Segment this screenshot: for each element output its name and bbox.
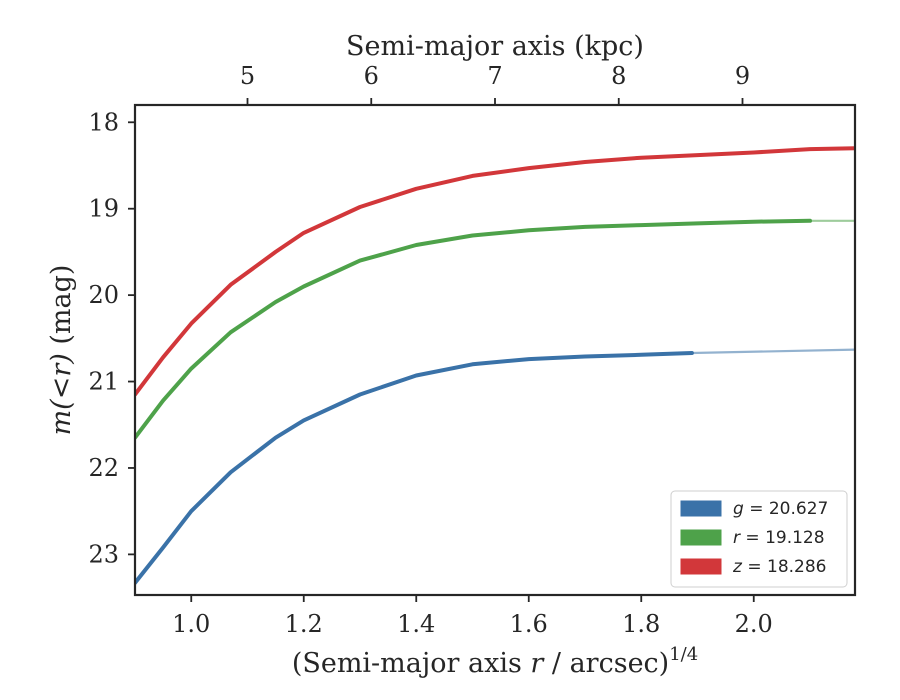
legend-item-r: r = 19.128 [680, 528, 825, 548]
x-tick-label: 1.8 [622, 610, 660, 638]
x-tick-label: 1.6 [510, 610, 548, 638]
top-x-tick-label: 8 [611, 62, 626, 90]
legend-label-eq: = [740, 528, 765, 548]
legend-swatch [680, 558, 722, 575]
x-tick-label: 2.0 [735, 610, 773, 638]
x-tick-label: 1.2 [285, 610, 323, 638]
y-tick-label: 20 [88, 281, 119, 309]
legend-label: z = 18.286 [732, 557, 826, 577]
series-z-line [135, 146, 855, 397]
y-axis-title-var: m(<r) [46, 353, 77, 435]
series-r-line [135, 218, 812, 440]
series-g-extension [691, 348, 855, 355]
legend-swatch [680, 500, 722, 517]
series-g [135, 348, 855, 585]
legend-item-g: g = 20.627 [680, 499, 828, 519]
y-tick-label: 23 [88, 540, 119, 568]
ticks-layer: 1.0 1.2 1.4 1.6 1.8 2.0 18 19 20 21 22 23 5 6 7 8 9 [88, 62, 772, 638]
legend: g = 20.627 r = 19.128 z = 18.286 [670, 490, 848, 588]
legend-label: r = 19.128 [733, 528, 825, 548]
legend-label-eq: = [744, 499, 769, 519]
legend-label-value: 19.128 [765, 528, 824, 548]
x-axis-title-suffix: / arcsec) [543, 648, 669, 679]
top-x-tick-label: 6 [364, 62, 379, 90]
x-tick-label: 1.0 [172, 610, 210, 638]
legend-label-value: 18.286 [767, 557, 826, 577]
y-axis-title: m(<r) (mag) [46, 265, 77, 436]
y-tick-label: 22 [88, 454, 119, 482]
series-g-line [135, 351, 694, 585]
y-tick-label: 18 [88, 108, 119, 136]
legend-item-z: z = 18.286 [680, 557, 826, 577]
y-tick-label: 21 [88, 368, 119, 396]
series-z [135, 146, 855, 397]
x-axis-title-exponent: 1/4 [669, 644, 698, 665]
top-x-tick-label: 9 [735, 62, 750, 90]
top-x-tick-label: 7 [487, 62, 502, 90]
legend-label-var: r [733, 528, 741, 548]
legend-label-var: z [732, 557, 743, 577]
x-axis-title: (Semi-major axis r / arcsec)1/4 [292, 644, 698, 679]
x-axis-title-var: r [530, 648, 545, 679]
legend-label-value: 20.627 [769, 499, 828, 519]
legend-label-eq: = [742, 557, 767, 577]
legend-label: g = 20.627 [733, 499, 828, 519]
top-x-axis-title: Semi-major axis (kpc) [346, 31, 644, 62]
y-axis-title-suffix: (mag) [46, 265, 77, 354]
legend-swatch [680, 529, 722, 546]
series-r [135, 218, 855, 440]
top-x-tick-label: 5 [240, 62, 255, 90]
y-tick-label: 19 [88, 195, 119, 223]
x-tick-label: 1.4 [397, 610, 435, 638]
legend-label-var: g [733, 499, 744, 519]
series-layer [135, 146, 855, 585]
x-axis-title-prefix: (Semi-major axis [292, 648, 531, 679]
